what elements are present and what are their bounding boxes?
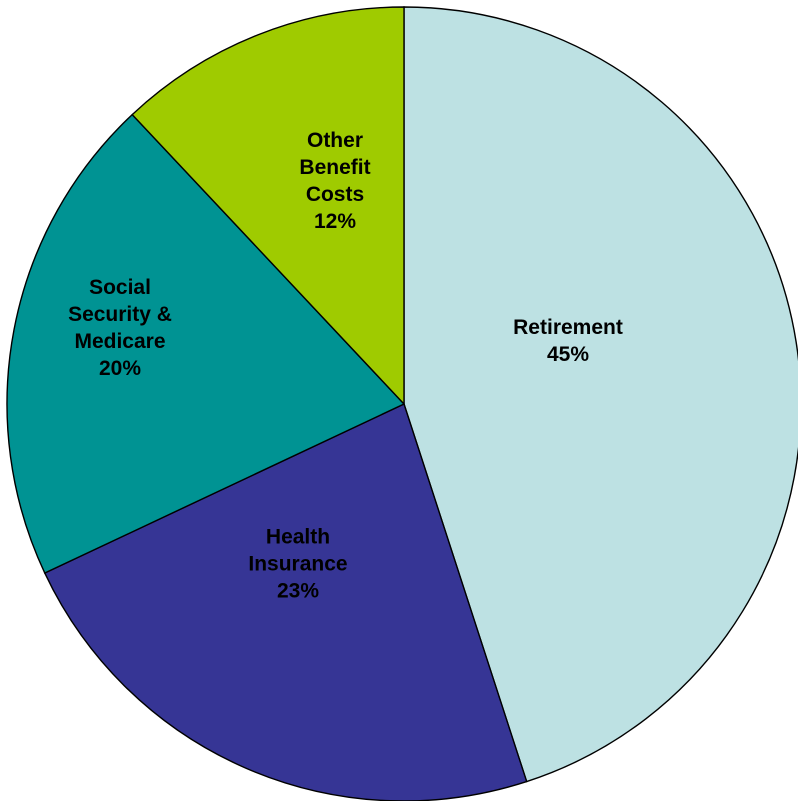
pie-slices [6, 6, 798, 801]
pie-slice-label-line: Medicare [74, 330, 165, 353]
pie-slice-label-4: Other Benefit Costs 12% [299, 129, 370, 233]
pie-labels: Retirement 45% Health Insurance 23% Social Sec… [68, 129, 623, 603]
pie-slice-label-line: 20% [99, 357, 141, 380]
pie-slice-2 [43, 403, 528, 801]
pie-slice-label-line: Costs [306, 183, 364, 206]
pie-slice-4 [131, 6, 405, 406]
pie-slice-label-line: Insurance [248, 553, 347, 576]
pie-slice-label-line: 23% [277, 580, 319, 603]
pie-slice-label-line: 45% [547, 343, 589, 366]
pie-slice-label-1: Retirement 45% [513, 316, 623, 366]
pie-slice-label-line: Security & [68, 303, 172, 326]
pie-slice-1 [403, 6, 798, 783]
pie-slice-3 [6, 113, 406, 574]
pie-slice-label-line: Health [266, 526, 330, 549]
pie-slice-label-line: 12% [314, 210, 356, 233]
pie-slice-label-2: Health Insurance 23% [248, 526, 347, 603]
pie-slice-label-line: Benefit [299, 156, 370, 179]
pie-slice-label-line: Social [89, 276, 151, 299]
pie-slice-label-line: Retirement [513, 316, 623, 339]
pie-slice-label-line: Other [307, 129, 363, 152]
pie-slice-label-3: Social Security & Medicare 20% [68, 276, 172, 380]
